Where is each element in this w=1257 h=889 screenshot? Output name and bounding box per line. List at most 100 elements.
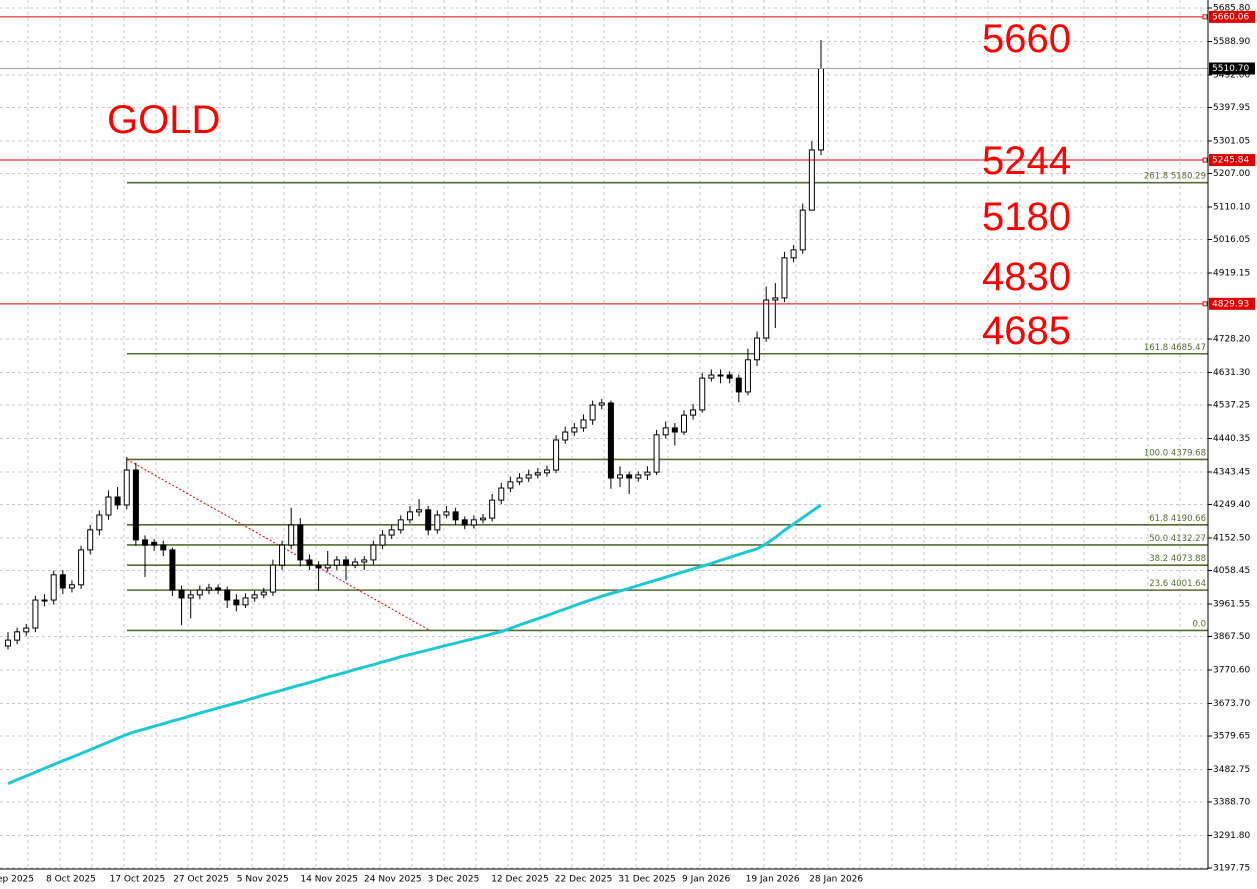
- candle-body: [406, 511, 413, 521]
- candle-body: [744, 359, 751, 393]
- candle-body: [269, 564, 276, 593]
- candle-body: [215, 587, 222, 591]
- candle-body: [562, 431, 569, 441]
- price-box-label: 5510.70: [1212, 64, 1249, 74]
- candle-body: [808, 149, 815, 211]
- price-box-label: 4829.93: [1212, 299, 1249, 309]
- candle-body: [598, 402, 605, 406]
- candle-body: [525, 474, 532, 479]
- y-tick-label: 3291.80: [1213, 831, 1250, 841]
- candle-body: [315, 564, 322, 569]
- candle-body: [78, 549, 85, 586]
- fib-trendline: [126, 459, 431, 631]
- x-tick-label: ep 2025: [0, 875, 34, 885]
- x-tick-label: 28 Jan 2026: [809, 875, 863, 885]
- level-marker: [1202, 157, 1208, 163]
- candle-body: [461, 519, 468, 526]
- annotation: 5244: [982, 139, 1071, 183]
- annotation: 4685: [982, 309, 1071, 353]
- x-tick-label: 5 Nov 2025: [237, 875, 289, 885]
- price-box-label: 5245.84: [1212, 156, 1249, 166]
- candle-body: [416, 509, 423, 513]
- x-tick-label: 3 Dec 2025: [428, 875, 480, 885]
- candle-body: [14, 631, 21, 641]
- x-tick-label: 17 Oct 2025: [110, 875, 166, 885]
- candle-body: [726, 374, 733, 379]
- candle-body: [23, 627, 30, 633]
- candle-body: [50, 574, 57, 601]
- candle-body: [123, 469, 130, 506]
- candle-body: [205, 587, 212, 591]
- candle-body: [178, 589, 185, 599]
- fib-label: 0.0: [1192, 619, 1206, 629]
- candle-body: [617, 474, 624, 479]
- moving-average: [7, 503, 822, 785]
- y-tick-label: 5110.10: [1213, 202, 1250, 212]
- candle-body: [662, 427, 669, 436]
- x-tick-label: 24 Nov 2025: [364, 875, 422, 885]
- candle-body: [196, 589, 203, 596]
- y-tick-label: 5588.90: [1213, 37, 1250, 47]
- candle-body: [142, 539, 149, 546]
- candle-body: [169, 549, 176, 591]
- candle-body: [781, 257, 788, 299]
- y-tick-label: 4728.20: [1213, 334, 1250, 344]
- candle-body: [233, 599, 240, 606]
- annotation: 5660: [982, 17, 1071, 61]
- fib-label: 61.8 4190.66: [1149, 514, 1206, 524]
- price-box: [1209, 62, 1255, 75]
- candle-body: [87, 529, 94, 551]
- y-tick-label: 4152.50: [1213, 533, 1250, 543]
- y-tick-label: 5397.95: [1213, 103, 1250, 113]
- plot: 5685.80 5588.90 5492.00 5397.95 5301.05 5207.…: [0, 3, 1255, 885]
- candle-body: [324, 564, 331, 569]
- fib-label: 38.2 4073.88: [1149, 554, 1206, 564]
- candle-body: [534, 472, 541, 476]
- y-tick-label: 3961.55: [1213, 599, 1250, 609]
- candle-body: [279, 544, 286, 566]
- candle-body: [306, 559, 313, 566]
- y-tick-label: 3673.70: [1213, 699, 1250, 709]
- candle-body: [260, 591, 267, 596]
- candle-body: [434, 514, 441, 531]
- candle-body: [489, 499, 496, 519]
- x-tick-label: 31 Dec 2025: [618, 875, 676, 885]
- candle-body: [772, 297, 779, 301]
- candle-body: [818, 68, 824, 151]
- level-marker: [1202, 301, 1208, 307]
- candle-body: [680, 414, 687, 433]
- candle-body: [425, 509, 432, 531]
- candle-body: [790, 249, 797, 259]
- candle-body: [297, 524, 304, 561]
- candle-body: [671, 427, 678, 433]
- candle-body: [342, 559, 349, 566]
- candle-body: [580, 419, 587, 429]
- candle-body: [32, 599, 39, 629]
- candle-body: [635, 474, 642, 479]
- candle-body: [370, 544, 377, 561]
- y-tick-label: 3770.60: [1213, 665, 1250, 675]
- candle-body: [5, 639, 11, 647]
- y-tick-label: 5207.00: [1213, 169, 1250, 179]
- candle-body: [516, 477, 523, 483]
- candle-body: [543, 469, 550, 474]
- y-tick-label: 3388.70: [1213, 797, 1250, 807]
- y-tick-label: 3197.75: [1213, 864, 1250, 874]
- x-tick-label: 27 Oct 2025: [173, 875, 229, 885]
- price-box: [1209, 10, 1255, 23]
- x-tick-label: 9 Jan 2026: [682, 875, 730, 885]
- candle-body: [607, 402, 614, 479]
- candle-body: [507, 481, 514, 489]
- candle-body: [754, 337, 761, 361]
- candle-body: [242, 597, 249, 606]
- candle-body: [187, 594, 194, 599]
- chart-title: GOLD: [107, 98, 220, 142]
- candle-body: [105, 496, 112, 516]
- y-tick-label: 4343.45: [1213, 467, 1250, 477]
- candle-body: [388, 529, 395, 536]
- fib-label: 100.0 4379.68: [1144, 448, 1206, 458]
- candle-body: [626, 474, 633, 479]
- y-tick-label: 3867.50: [1213, 632, 1250, 642]
- candle-body: [68, 584, 75, 589]
- y-tick-label: 3482.75: [1213, 765, 1250, 775]
